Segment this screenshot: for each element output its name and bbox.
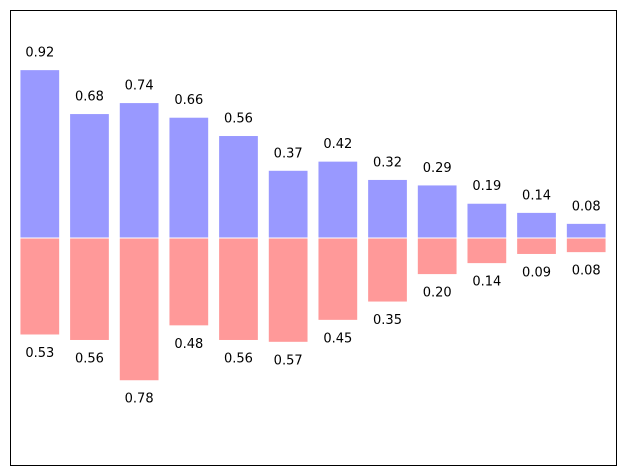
data-label-upper-3: 0.66 bbox=[174, 93, 203, 108]
data-label-lower-7: 0.35 bbox=[373, 313, 402, 328]
bar-lower-7 bbox=[367, 237, 408, 303]
bar-lower-9 bbox=[466, 237, 508, 265]
bar-lower-0 bbox=[19, 237, 61, 336]
bar-upper-8 bbox=[416, 184, 458, 239]
data-label-upper-11: 0.08 bbox=[572, 199, 601, 214]
bar-upper-5 bbox=[267, 169, 309, 239]
bar-upper-7 bbox=[367, 178, 408, 239]
bar-upper-9 bbox=[466, 202, 508, 239]
data-label-lower-11: 0.08 bbox=[572, 264, 601, 279]
data-label-lower-8: 0.20 bbox=[423, 286, 452, 301]
bar-upper-10 bbox=[516, 211, 557, 239]
data-label-lower-0: 0.53 bbox=[25, 346, 54, 361]
data-label-upper-8: 0.29 bbox=[423, 161, 452, 176]
plot-frame bbox=[10, 10, 617, 466]
bar-upper-6 bbox=[317, 160, 359, 239]
data-label-upper-0: 0.92 bbox=[25, 46, 54, 61]
bars-layer bbox=[19, 69, 607, 382]
bar-lower-6 bbox=[317, 237, 359, 321]
data-label-lower-3: 0.48 bbox=[174, 337, 203, 352]
data-label-upper-2: 0.74 bbox=[125, 79, 154, 94]
data-label-upper-4: 0.56 bbox=[224, 112, 253, 127]
bar-lower-1 bbox=[69, 237, 110, 341]
data-label-upper-7: 0.32 bbox=[373, 155, 402, 170]
data-label-upper-10: 0.14 bbox=[522, 188, 551, 203]
data-label-lower-1: 0.56 bbox=[75, 351, 104, 366]
bar-upper-2 bbox=[118, 102, 160, 239]
bar-lower-3 bbox=[168, 237, 210, 327]
bar-upper-11 bbox=[565, 222, 607, 239]
bar-lower-11 bbox=[565, 237, 607, 254]
bar-upper-1 bbox=[69, 113, 110, 239]
bar-lower-10 bbox=[516, 237, 557, 255]
bar-upper-3 bbox=[168, 116, 210, 239]
data-label-lower-6: 0.45 bbox=[323, 331, 352, 346]
data-label-upper-5: 0.37 bbox=[274, 146, 303, 161]
bar-upper-0 bbox=[19, 69, 61, 239]
data-label-upper-1: 0.68 bbox=[75, 90, 104, 105]
data-label-lower-4: 0.56 bbox=[224, 351, 253, 366]
labels-layer: 0.92 0.68 0.74 0.66 0.56 0.37 0.42 0.32 0.29 0.19… bbox=[25, 46, 600, 407]
data-label-lower-9: 0.14 bbox=[472, 275, 501, 290]
bar-upper-4 bbox=[218, 135, 259, 239]
data-label-lower-10: 0.09 bbox=[522, 265, 551, 280]
data-label-upper-9: 0.19 bbox=[472, 179, 501, 194]
data-label-upper-6: 0.42 bbox=[323, 137, 352, 152]
bar-lower-8 bbox=[416, 237, 458, 276]
bar-lower-4 bbox=[218, 237, 259, 341]
bar-lower-5 bbox=[267, 237, 309, 343]
data-label-lower-5: 0.57 bbox=[274, 353, 303, 368]
data-label-lower-2: 0.78 bbox=[125, 392, 154, 407]
bar-lower-2 bbox=[118, 237, 160, 382]
